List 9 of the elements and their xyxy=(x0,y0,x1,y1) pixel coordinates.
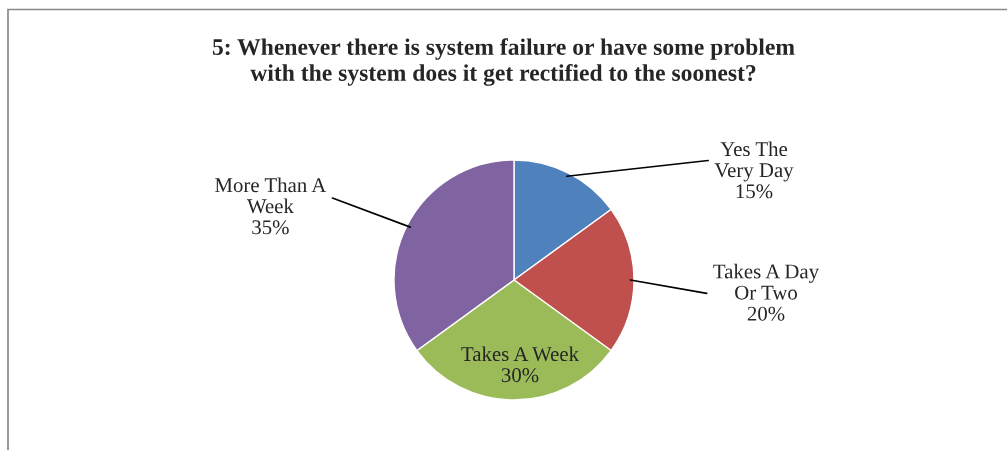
slice-label: More Than A Week xyxy=(215,177,327,214)
data-label: 20% xyxy=(747,306,785,321)
slice-label: Takes A Week xyxy=(461,346,579,362)
data-label: 35% xyxy=(252,220,289,235)
slice-label: Takes A Day Or Two xyxy=(713,263,819,300)
data-label: 30% xyxy=(501,368,539,383)
chart-title: 5: Whenever there is system failure or have some problem with the system does it get rectified to the soonest? xyxy=(212,38,795,86)
slice-label: Yes The Very Day xyxy=(714,141,794,182)
data-label: 15% xyxy=(736,184,773,199)
